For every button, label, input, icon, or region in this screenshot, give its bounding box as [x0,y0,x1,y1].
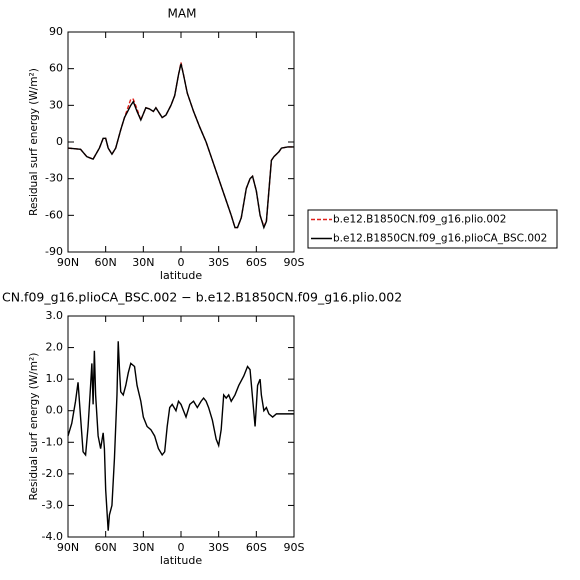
x-axis-label: latitude [160,269,202,282]
x-tick-label: 60N [95,541,117,554]
plot-frame [67,315,295,538]
x-tick-label: 90S [284,256,305,269]
y-tick-label: -90 [45,245,63,258]
x-tick-label: 30N [132,541,154,554]
x-tick-label: 30S [208,256,229,269]
y-tick-label: 3.0 [46,309,64,322]
chart-title: CN.f09_g16.plioCA_BSC.002 − b.e12.B1850C… [2,290,402,305]
x-axis-label: latitude [160,554,202,567]
x-tick-label: 30S [208,541,229,554]
x-tick-label: 0 [178,256,185,269]
x-tick-label: 90N [57,256,79,269]
data-line [67,341,294,531]
data-line [67,63,294,230]
y-axis-label: Residual surf energy (W/m²) [28,68,40,216]
legend-label: b.e12.B1850CN.f09_g16.plioCA_BSC.002 [333,233,547,245]
legend-label: b.e12.B1850CN.f09_g16.plio.002 [333,214,506,226]
y-tick-label: 1.0 [46,372,64,385]
y-tick-label: 0.0 [46,404,64,417]
y-tick-label: -30 [45,172,63,185]
y-axis-label: Residual surf energy (W/m²) [28,353,40,501]
y-tick-label: -60 [45,208,63,221]
x-tick-label: 60S [246,256,267,269]
y-tick-label: 2.0 [46,341,64,354]
x-tick-label: 60S [246,541,267,554]
x-tick-label: 0 [178,541,185,554]
y-tick-label: -1.0 [42,435,63,448]
legend-box [307,209,558,249]
x-tick-label: 60N [95,256,117,269]
y-tick-label: -4.0 [42,530,63,543]
x-tick-label: 90S [284,541,305,554]
y-tick-label: -2.0 [42,467,63,480]
x-tick-label: 90N [57,541,79,554]
y-tick-label: 90 [49,25,63,38]
y-tick-label: 30 [49,98,63,111]
data-line [67,62,294,229]
y-tick-label: 0 [56,135,63,148]
y-tick-label: -3.0 [42,498,63,511]
x-tick-label: 30N [132,256,154,269]
y-tick-label: 60 [49,62,63,75]
chart-title: MAM [168,7,197,21]
